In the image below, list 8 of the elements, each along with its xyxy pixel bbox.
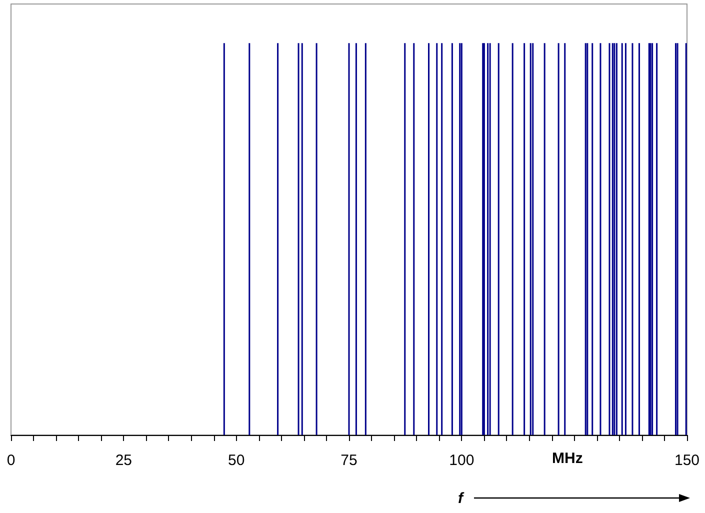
text: f [458,490,463,507]
x-tick-label: 25 [115,452,132,469]
x-tick-label: 150 [674,452,700,469]
x-tick-label: 50 [228,452,245,469]
x-tick-label: 100 [449,452,474,469]
x-tick-label: 0 [6,452,16,469]
x-axis-title: MHz [552,450,583,467]
x-tick-label: 75 [340,452,358,469]
